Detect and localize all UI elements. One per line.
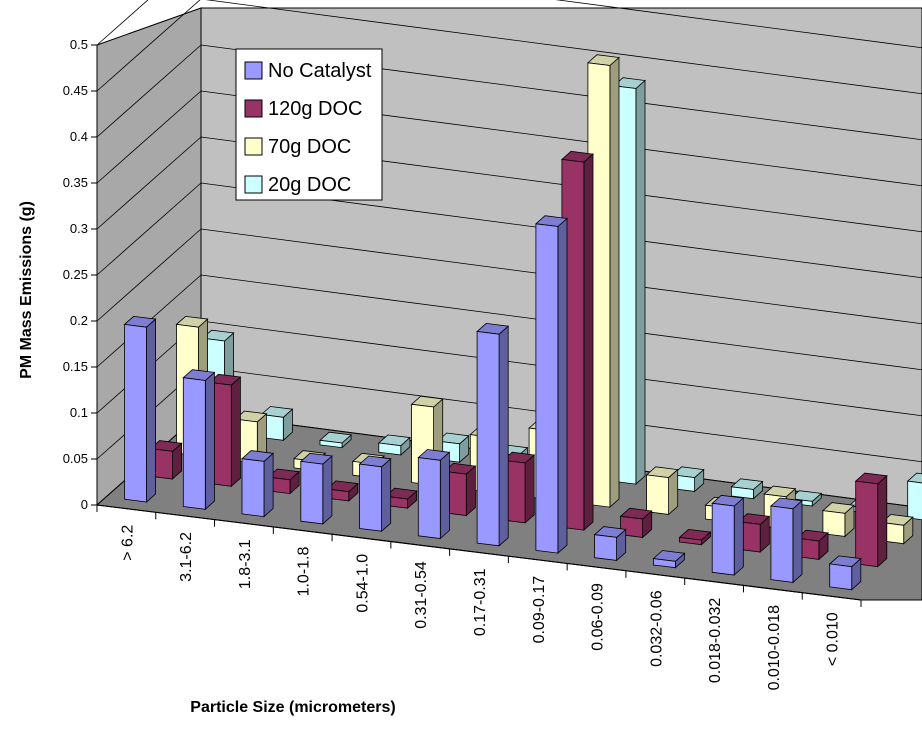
x-tick-label: 0.018-0.032 <box>707 598 724 684</box>
y-tick-label: 0.3 <box>70 221 88 236</box>
bar <box>828 555 862 591</box>
bar <box>854 472 888 568</box>
x-tick-label: 1.0-1.8 <box>296 546 313 596</box>
bar <box>906 472 922 521</box>
y-tick-label: 0 <box>81 497 88 512</box>
bar <box>241 450 275 518</box>
bar <box>652 550 686 569</box>
x-tick-label: 0.09-0.17 <box>531 576 548 644</box>
gridline <box>96 90 202 184</box>
legend-swatch <box>244 175 263 194</box>
bar <box>769 497 803 584</box>
y-axis-title: PM Mass Emissions (g) <box>18 201 35 379</box>
y-tick-label: 0.1 <box>70 405 88 420</box>
x-tick-labels: > 6.2 3.1-6.2 1.8-3.1 1.0-1.8 0.54-1.0 0.31-0… <box>96 505 862 691</box>
bar <box>123 315 157 503</box>
y-tick-labels: 0 0.05 0.1 0.15 0.2 0.25 0.3 0.35 0.4 0.45 0.5 <box>63 37 97 512</box>
bar <box>730 478 764 500</box>
gridline <box>96 0 149 46</box>
legend-label: 70g DOC <box>268 136 351 158</box>
legend-label: No Catalyst <box>268 60 372 82</box>
x-axis-title: Particle Size (micrometers) <box>190 699 395 716</box>
bar <box>234 410 268 465</box>
y-tick-label: 0.35 <box>63 175 88 190</box>
gridline <box>96 182 202 276</box>
y-tick-label: 0.15 <box>63 359 88 374</box>
bar <box>299 452 333 525</box>
bar <box>417 449 451 540</box>
bar <box>593 526 627 562</box>
bar <box>678 528 712 546</box>
bar <box>671 466 705 493</box>
y-tick-label: 0.2 <box>70 313 88 328</box>
legend-swatch <box>244 99 263 118</box>
gridline <box>96 136 202 230</box>
x-tick-label: 0.31-0.54 <box>413 561 430 629</box>
x-tick-label: 0.010-0.018 <box>766 605 783 691</box>
bar <box>645 466 679 516</box>
legend: No Catalyst 120g DOC 70g DOC 20g DOC <box>235 48 383 201</box>
x-tick-label: 0.06-0.09 <box>590 583 607 651</box>
bar <box>476 322 510 547</box>
bars <box>123 54 922 591</box>
y-tick-label: 0.5 <box>70 37 88 52</box>
x-tick-label: > 6.2 <box>119 525 136 561</box>
gridline <box>96 228 202 322</box>
bar <box>534 215 568 554</box>
legend-label: 20g DOC <box>268 174 351 196</box>
bar <box>377 434 411 456</box>
bar <box>821 502 855 538</box>
y-tick-label: 0.4 <box>70 129 88 144</box>
bar <box>149 440 183 480</box>
bar <box>358 455 392 533</box>
gridline <box>96 0 201 92</box>
x-tick-label: 0.17-0.31 <box>472 568 489 636</box>
y-tick-label: 0.45 <box>63 83 88 98</box>
bar <box>711 494 745 576</box>
x-tick-label: 0.54-1.0 <box>355 554 372 613</box>
legend-swatch <box>244 61 263 80</box>
x-tick-label: 3.1-6.2 <box>178 532 195 582</box>
bar <box>182 369 216 511</box>
gridline <box>96 44 202 138</box>
gridline <box>205 0 922 95</box>
x-tick-label: 0.032-0.06 <box>648 590 665 667</box>
y-tick-label: 0.25 <box>63 267 88 282</box>
bar <box>880 514 914 545</box>
x-tick-label: 1.8-3.1 <box>237 539 254 589</box>
legend-swatch <box>244 137 263 156</box>
bar <box>319 431 353 449</box>
legend-label: 120g DOC <box>268 98 363 120</box>
y-tick-label: 0.05 <box>63 451 88 466</box>
x-tick-label: < 0.010 <box>825 612 842 666</box>
gridline <box>555 0 922 49</box>
x-axis <box>96 504 862 601</box>
